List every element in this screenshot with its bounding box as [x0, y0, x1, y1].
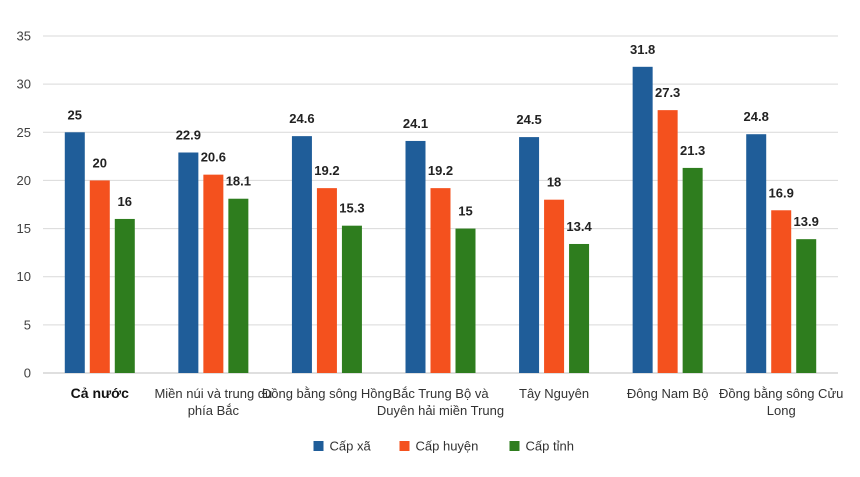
category-label: Đông Nam Bộ: [627, 386, 709, 401]
bar: [657, 110, 678, 373]
category-label: Long: [767, 403, 796, 418]
bar: [430, 188, 451, 373]
legend-label: Cấp xã: [330, 439, 372, 454]
y-tick-label: 30: [17, 77, 31, 92]
data-label: 31.8: [630, 42, 655, 57]
bar: [682, 167, 703, 373]
data-label: 24.5: [516, 112, 541, 127]
legend-swatch: [399, 441, 410, 451]
bar: [316, 188, 337, 373]
data-label: 24.8: [744, 109, 769, 124]
category-label: Tây Nguyên: [519, 386, 589, 401]
bars: [64, 66, 817, 373]
bar: [796, 239, 817, 373]
bar: [771, 210, 792, 373]
data-label: 18.1: [226, 174, 251, 189]
data-label: 16: [118, 194, 132, 209]
y-tick-label: 10: [17, 269, 31, 284]
legend-label: Cấp huyện: [416, 439, 479, 454]
data-label: 22.9: [176, 128, 201, 143]
data-label: 21.3: [680, 143, 705, 158]
data-label: 16.9: [769, 185, 794, 200]
category-label: Bắc Trung Bộ và: [392, 386, 489, 401]
bar: [455, 228, 476, 373]
bar: [569, 243, 590, 373]
y-tick-label: 15: [17, 221, 31, 236]
y-tick-label: 35: [17, 29, 31, 44]
data-label: 20.6: [201, 150, 226, 165]
data-label: 18: [547, 175, 561, 190]
bar: [203, 174, 224, 373]
bar: [519, 137, 540, 373]
bar: [89, 180, 110, 373]
y-tick-label: 20: [17, 173, 31, 188]
bar: [114, 218, 135, 373]
data-label: 24.1: [403, 116, 428, 131]
data-label: 27.3: [655, 85, 680, 100]
category-label: Duyên hải miền Trung: [377, 403, 504, 418]
bar: [64, 132, 85, 373]
legend-swatch: [509, 441, 520, 451]
data-label: 25: [68, 107, 82, 122]
bar: [291, 136, 312, 373]
bar: [746, 134, 767, 373]
legend-swatch: [313, 441, 324, 451]
bar: [341, 225, 362, 373]
data-label: 24.6: [289, 111, 314, 126]
data-label: 20: [93, 155, 107, 170]
data-label: 15: [458, 204, 472, 219]
category-label: Miền núi và trung du: [154, 386, 272, 401]
data-label: 13.4: [566, 219, 592, 234]
category-label: phía Bắc: [188, 403, 240, 418]
bar: [178, 152, 199, 373]
category-labels: Cả nước Miền núi và trung du phía Bắc Đồng …: [71, 385, 844, 418]
data-label: 19.2: [428, 163, 453, 178]
bar: [228, 198, 249, 373]
bar: [544, 199, 565, 373]
category-label: Đồng bằng sông Cửu: [719, 386, 843, 401]
legend-label: Cấp tỉnh: [526, 439, 574, 454]
data-label: 13.9: [794, 214, 819, 229]
legend: Cấp xã Cấp huyện Cấp tỉnh: [313, 439, 574, 454]
data-label: 19.2: [314, 163, 339, 178]
data-labels: 25 20 16 22.920.618.1 24.6 19.2 15.3 24.1 19.2 15…: [68, 42, 819, 234]
y-tick-label: 25: [17, 125, 31, 140]
category-label: Cả nước: [71, 385, 129, 401]
bar: [632, 66, 653, 373]
data-label: 15.3: [339, 201, 364, 216]
category-label: Đồng bằng sông Hồng: [262, 386, 392, 401]
y-axis-ticks: 0 5 10 15 20 25 30 35: [17, 29, 31, 381]
y-tick-label: 0: [24, 366, 31, 381]
bar: [405, 140, 426, 373]
y-tick-label: 5: [24, 317, 31, 332]
